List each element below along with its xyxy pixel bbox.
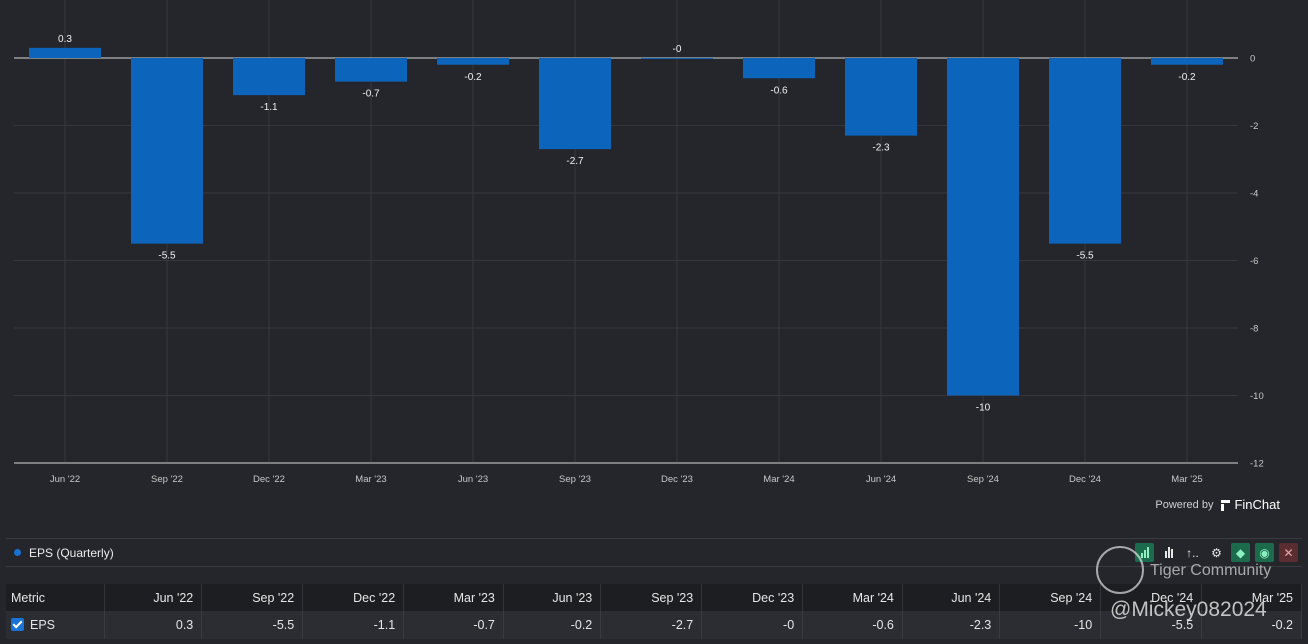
table-header-cell: Sep '24 <box>999 584 1102 611</box>
table-header-cell: Mar '24 <box>802 584 903 611</box>
table-cell: -5.5 <box>1100 611 1203 639</box>
bar <box>743 58 815 79</box>
x-tick-label: Dec '24 <box>1069 474 1101 485</box>
bar-chart-icon[interactable] <box>1135 543 1154 562</box>
table-cell: -0.6 <box>802 611 903 639</box>
x-tick-label: Mar '25 <box>1171 474 1202 485</box>
legend-row: EPS (Quarterly) ↑.. ⚙ ◆ ◉ ✕ <box>6 538 1302 567</box>
bar-chart-alt-icon[interactable] <box>1159 543 1178 562</box>
sort-icon[interactable]: ↑.. <box>1186 545 1199 560</box>
y-tick-label: -12 <box>1250 459 1264 470</box>
data-label: -0 <box>673 44 682 55</box>
table-cell: -5.5 <box>201 611 304 639</box>
bar <box>947 58 1019 396</box>
data-table: Metric Jun '22 Sep '22 Dec '22 Mar '23 J… <box>6 584 1302 639</box>
table-header-cell: Metric <box>6 584 105 611</box>
data-label: -10 <box>976 403 991 414</box>
series-toolbar: ↑.. ⚙ ◆ ◉ ✕ <box>1135 539 1298 566</box>
bar <box>1151 58 1223 65</box>
x-tick-label: Jun '22 <box>50 474 80 485</box>
bar <box>539 58 611 150</box>
data-label: -5.5 <box>1076 251 1094 262</box>
data-label: -0.2 <box>1178 72 1196 83</box>
legend-label[interactable]: EPS (Quarterly) <box>29 545 114 560</box>
close-icon[interactable]: ✕ <box>1279 543 1298 562</box>
data-label: -2.3 <box>872 143 890 154</box>
checkbox-checked-icon[interactable] <box>11 618 24 631</box>
x-tick-label: Sep '24 <box>967 474 999 485</box>
table-header-cell: Jun '22 <box>104 584 203 611</box>
x-tick-label: Sep '23 <box>559 474 591 485</box>
x-tick-label: Jun '23 <box>458 474 488 485</box>
finchat-brand-name: FinChat <box>1234 497 1280 512</box>
data-label: -0.7 <box>362 89 380 100</box>
eye-icon[interactable]: ◉ <box>1255 543 1274 562</box>
table-header-row: Metric Jun '22 Sep '22 Dec '22 Mar '23 J… <box>6 584 1302 611</box>
y-tick-label: -4 <box>1250 189 1258 200</box>
eps-bar-chart: 0 -2 -4 -6 -8 -10 -12 0.3 Jun '22 -5.5 Sep '22 -1.1… <box>14 0 1264 485</box>
powered-by-label: Powered by <box>1155 498 1214 511</box>
bar <box>641 58 713 59</box>
bar <box>233 58 305 96</box>
data-label: -2.7 <box>566 156 584 167</box>
x-tick-label: Jun '24 <box>866 474 896 485</box>
finchat-logo-icon <box>1219 499 1231 511</box>
y-tick-label: 0 <box>1250 54 1255 65</box>
metric-label: EPS <box>30 618 56 632</box>
table-cell: -10 <box>999 611 1102 639</box>
data-label: 0.3 <box>58 34 72 45</box>
table-cell: -0.2 <box>1201 611 1302 639</box>
table-cell: 0.3 <box>104 611 203 639</box>
finchat-brand[interactable]: FinChat <box>1219 497 1280 512</box>
table-cell: -0.2 <box>503 611 602 639</box>
metric-cell[interactable]: EPS <box>6 611 105 639</box>
bar <box>335 58 407 82</box>
table-cell: -0 <box>701 611 804 639</box>
table-header-cell: Jun '24 <box>902 584 1001 611</box>
table-header-cell: Mar '25 <box>1201 584 1302 611</box>
bar <box>437 58 509 65</box>
powered-by[interactable]: Powered by FinChat <box>1155 497 1280 512</box>
data-label: -1.1 <box>260 102 278 113</box>
bar <box>845 58 917 136</box>
table-header-cell: Sep '22 <box>201 584 304 611</box>
legend-dot-icon <box>14 549 21 556</box>
x-tick-label: Mar '24 <box>763 474 794 485</box>
table-row: EPS 0.3 -5.5 -1.1 -0.7 -0.2 -2.7 -0 -0.6… <box>6 611 1302 639</box>
table-header-cell: Mar '23 <box>403 584 504 611</box>
y-tick-label: -10 <box>1250 391 1264 402</box>
table-header-cell: Dec '24 <box>1100 584 1203 611</box>
table-header-cell: Jun '23 <box>503 584 602 611</box>
y-tick-label: -2 <box>1250 121 1258 132</box>
x-tick-label: Dec '22 <box>253 474 285 485</box>
table-header-cell: Sep '23 <box>600 584 703 611</box>
y-tick-label: -8 <box>1250 324 1258 335</box>
table-cell: -2.3 <box>902 611 1001 639</box>
tag-icon[interactable]: ◆ <box>1231 543 1250 562</box>
bar <box>29 47 101 58</box>
data-label: -0.6 <box>770 85 788 96</box>
y-tick-label: -6 <box>1250 256 1258 267</box>
data-label: -5.5 <box>158 251 176 262</box>
bar <box>131 58 203 244</box>
table-header-cell: Dec '23 <box>701 584 804 611</box>
bar <box>1049 58 1121 244</box>
table-header-cell: Dec '22 <box>302 584 405 611</box>
table-cell: -0.7 <box>403 611 504 639</box>
table-cell: -2.7 <box>600 611 703 639</box>
data-label: -0.2 <box>464 72 482 83</box>
table-cell: -1.1 <box>302 611 405 639</box>
x-tick-label: Mar '23 <box>355 474 386 485</box>
gear-icon[interactable]: ⚙ <box>1211 545 1222 560</box>
x-tick-label: Sep '22 <box>151 474 183 485</box>
x-tick-label: Dec '23 <box>661 474 693 485</box>
